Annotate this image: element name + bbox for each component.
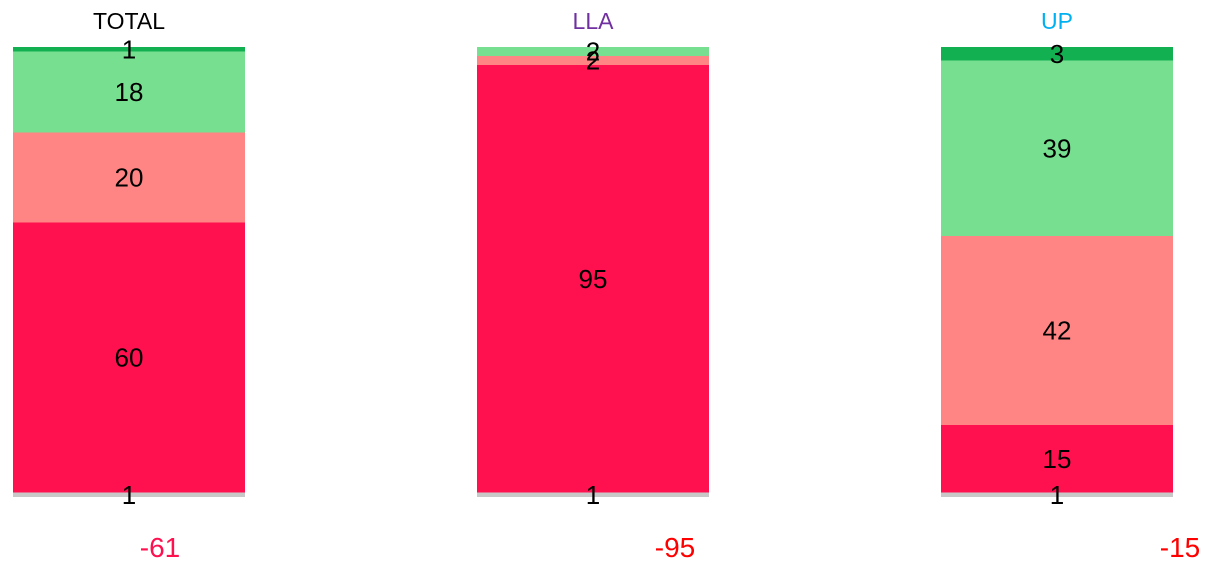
data-label-lla-0: 1	[586, 480, 600, 510]
data-label-total-1: 60	[115, 343, 144, 373]
category-title-up: UP	[1041, 8, 1073, 34]
data-label-up-4: 3	[1050, 39, 1064, 69]
data-label-lla-3: 2	[586, 37, 600, 67]
data-label-up-0: 1	[1050, 480, 1064, 510]
data-label-total-3: 18	[115, 77, 144, 107]
bar-segment-total-0	[13, 492, 245, 497]
data-label-total-0: 1	[122, 480, 136, 510]
net-label-lla: -95	[655, 532, 695, 561]
bar-segment-total-3	[13, 51, 245, 133]
bar-segment-up-4	[941, 47, 1173, 61]
bar-segment-lla-0	[477, 492, 709, 497]
bar-segment-up-1	[941, 425, 1173, 493]
category-title-lla: LLA	[573, 8, 615, 34]
net-label-total: -61	[140, 532, 180, 561]
data-label-total-2: 20	[115, 163, 144, 193]
data-label-up-1: 15	[1043, 444, 1072, 474]
bar-segment-up-3	[941, 60, 1173, 236]
data-label-up-3: 39	[1043, 133, 1072, 163]
net-label-up: -15	[1160, 532, 1200, 561]
bar-segment-lla-1	[477, 65, 709, 493]
bar-segment-lla-3	[477, 47, 709, 56]
data-label-total-4: 1	[122, 34, 136, 64]
bar-segment-total-4	[13, 47, 245, 52]
data-label-up-2: 42	[1043, 316, 1072, 346]
bar-segment-total-2	[13, 132, 245, 223]
data-label-lla-1: 95	[579, 264, 608, 294]
bar-segment-lla-2	[477, 56, 709, 65]
data-label-lla-2: 2	[586, 46, 600, 76]
bar-segment-total-1	[13, 222, 245, 493]
bar-segment-up-2	[941, 236, 1173, 425]
category-title-total: TOTAL	[93, 8, 165, 34]
bar-segment-up-0	[941, 492, 1173, 497]
